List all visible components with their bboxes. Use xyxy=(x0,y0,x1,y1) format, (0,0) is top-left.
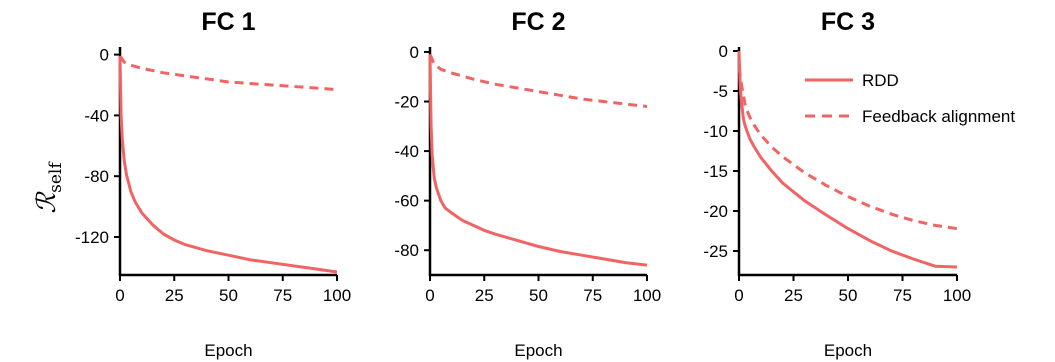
feedback-alignment-line-3 xyxy=(737,66,958,231)
chart-panel-2: FC 2 0 25 50 75 100 0 -20 -40 -60 -80 Epoch xyxy=(394,8,661,360)
y-tick-label-1: 0 xyxy=(100,46,109,65)
x-tick-label-2: 50 xyxy=(529,286,548,305)
chart-panel-1: FC 1 0 25 50 75 100 0 -40 -80 -120 Epoch xyxy=(75,8,351,360)
x-axis-label-1: Epoch xyxy=(204,341,252,360)
panel-title-3: FC 3 xyxy=(821,8,875,36)
y-axis-label: ℛself xyxy=(32,161,66,214)
feedback-alignment-line-1 xyxy=(118,55,338,92)
x-tick-label-1: 25 xyxy=(165,286,184,305)
rdd-line-1 xyxy=(118,56,338,274)
y-tick-label-2: -60 xyxy=(394,192,419,211)
x-axis-label-3: Epoch xyxy=(824,341,872,360)
x-tick-label-1: 0 xyxy=(115,286,124,305)
x-tick-label-1: 100 xyxy=(323,286,351,305)
x-tick-label-3: 0 xyxy=(734,286,743,305)
x-tick-label-2: 0 xyxy=(425,286,434,305)
x-tick-label-1: 75 xyxy=(273,286,292,305)
y-tick-label-1: -40 xyxy=(84,106,109,125)
x-tick-label-3: 100 xyxy=(943,286,971,305)
x-tick-label-2: 100 xyxy=(633,286,661,305)
x-tick-label-2: 75 xyxy=(583,286,602,305)
y-tick-label-2: -40 xyxy=(394,142,419,161)
y-tick-label-2: 0 xyxy=(410,43,419,62)
y-tick-label-3: -25 xyxy=(703,242,728,261)
rdd-line-3 xyxy=(737,50,958,269)
x-tick-label-1: 50 xyxy=(219,286,238,305)
y-tick-label-2: -80 xyxy=(394,241,419,260)
chart-panel-3: FC 3 0 25 50 75 100 0 -5 -10 -15 -20 -25 Epoch xyxy=(703,8,971,360)
legend: RDD Feedback alignment xyxy=(805,71,1015,126)
y-axis-label-sub: self xyxy=(46,161,66,193)
x-tick-label-3: 25 xyxy=(784,286,803,305)
y-tick-label-3: -20 xyxy=(703,202,728,221)
legend-label-rdd: RDD xyxy=(862,71,899,90)
x-tick-label-2: 25 xyxy=(475,286,494,305)
rdd-line-2 xyxy=(428,54,648,267)
y-tick-label-3: -5 xyxy=(713,82,728,101)
y-axis-label-main: ℛ xyxy=(32,191,62,214)
y-tick-label-3: -15 xyxy=(703,162,728,181)
y-tick-label-2: -20 xyxy=(394,93,419,112)
x-tick-label-3: 75 xyxy=(893,286,912,305)
feedback-alignment-line-2 xyxy=(428,53,648,108)
legend-label-feedback-alignment: Feedback alignment xyxy=(862,107,1015,126)
x-axis-label-2: Epoch xyxy=(514,341,562,360)
y-tick-label-3: -10 xyxy=(703,122,728,141)
y-tick-label-1: -80 xyxy=(84,167,109,186)
x-tick-label-3: 50 xyxy=(839,286,858,305)
panel-title-1: FC 1 xyxy=(201,8,255,36)
y-tick-label-1: -120 xyxy=(75,228,109,247)
y-tick-label-3: 0 xyxy=(719,42,728,61)
panel-title-2: FC 2 xyxy=(511,8,565,36)
